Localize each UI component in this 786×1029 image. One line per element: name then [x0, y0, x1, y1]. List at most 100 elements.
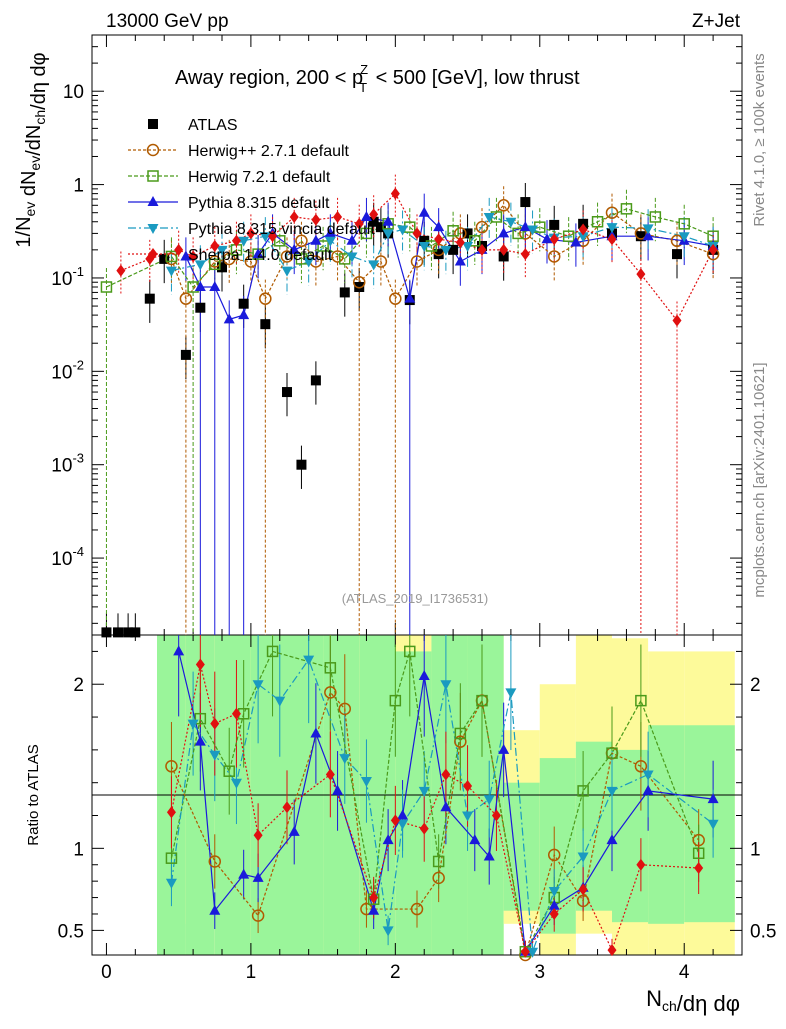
- herwig-7-2-1-default-ratio-point: [577, 785, 589, 797]
- pythia-8-315-vincia-default-point: [382, 229, 394, 240]
- pythia-8-315-default-point: [324, 227, 336, 238]
- pythia-8-315-vincia-default-ratio-point: [165, 878, 177, 889]
- atlas-point: [296, 459, 307, 470]
- pythia-8-315-vincia-default-ratio-point: [483, 795, 495, 806]
- ratio-y-axis-label: Ratio to ATLAS: [25, 744, 42, 845]
- ratio-y-tick-label-right: 0.5: [750, 921, 776, 942]
- legend: ATLAS Herwig++ 2.7.1 default Herwig 7.2.1 …: [128, 117, 375, 264]
- herwig-2-7-1-default-line: [170, 204, 714, 301]
- herwig-2-7-1-default-point: [331, 250, 344, 263]
- herwig-7-2-1-default-ratio-point: [635, 694, 647, 707]
- herwig-2-7-1-default-point: [259, 292, 272, 305]
- pythia-8-315-default-ratio-point: [173, 645, 185, 656]
- pythia-8-315-default-ratio-point: [469, 834, 481, 845]
- herwig-7-2-1-default-point: [339, 253, 351, 265]
- sherpa-1-4-0-default-point: [549, 233, 559, 246]
- pythia-8-315-vincia-default-ratio-point: [274, 696, 286, 707]
- herwig-2-7-1-default-point: [280, 250, 294, 263]
- x-tick-label: 4: [679, 962, 690, 983]
- pythia-8-315-default-point: [541, 233, 553, 244]
- pythia-8-315-default-ratio-point: [397, 809, 409, 820]
- herwig-7-2-1-default-ratio-point: [454, 727, 467, 740]
- sherpa-1-4-0-default-point: [174, 243, 184, 256]
- sherpa-1-4-0-default-point: [390, 187, 400, 200]
- sherpa-1-4-0-default-ratio-point: [694, 862, 704, 875]
- herwig-2-7-1-default-point: [179, 292, 193, 305]
- pythia-8-315-default-ratio-point: [288, 825, 300, 836]
- atlas-point: [433, 249, 444, 260]
- herwig-2-7-1-default-point: [497, 199, 510, 212]
- legend-entry: Pythia 8.315 default: [188, 195, 330, 212]
- atlas-point: [368, 216, 379, 227]
- herwig-7-2-1-default-ratio-point: [266, 645, 279, 658]
- herwig-2-7-1-default-ratio-line: [170, 691, 700, 956]
- atlas-point: [130, 627, 141, 638]
- atlas-point: [180, 349, 191, 360]
- ratio-y-tick-label: 1: [73, 839, 84, 860]
- herwig-2-7-1-default-ratio-point: [454, 735, 467, 748]
- sherpa-1-4-0-default-point: [578, 223, 588, 236]
- band-green: [612, 749, 649, 923]
- atlas-point: [375, 222, 386, 233]
- herwig-7-2-1-default-point: [678, 218, 690, 230]
- pythia-8-315-vincia-default-ratio-point: [360, 777, 372, 788]
- sherpa-1-4-0-default-ratio-point: [578, 883, 588, 896]
- sherpa-1-4-0-default-point: [520, 248, 530, 261]
- pythia-8-315-default-ratio-point: [252, 871, 264, 882]
- pythia-8-315-default-point: [570, 236, 582, 247]
- herwig-2-7-1-default-point: [410, 255, 424, 268]
- pythia-8-315-default-ratio-point: [238, 868, 250, 879]
- pythia-8-315-vincia-default-point: [238, 236, 250, 247]
- herwig-2-7-1-default-ratio-point: [324, 686, 337, 699]
- atlas-point: [260, 319, 271, 330]
- herwig-7-2-1-default-ratio-point: [606, 747, 618, 759]
- pythia-8-315-default-ratio-point: [332, 784, 344, 795]
- sherpa-1-4-0-default-ratio-point: [210, 717, 220, 730]
- axis-ticks: 0 1 2 3 4 10 1 10-1 10-2 10-3 10-4 2 2 1 1 0.5 0.5: [51, 34, 776, 983]
- sherpa-1-4-0-default-point: [477, 243, 487, 256]
- pythia-8-315-default-point: [433, 221, 445, 232]
- pythia-8-315-default-point: [498, 227, 510, 238]
- sherpa-1-4-0-default-point: [354, 217, 364, 230]
- pythia-8-315-default-point: [223, 313, 235, 324]
- x-tick-label: 0: [101, 962, 112, 983]
- pythia-8-315-vincia-default-ratio-point: [418, 786, 430, 797]
- sherpa-1-4-0-default-ratio-point: [636, 858, 646, 871]
- main-y-axis-label: 1/Nev dNev/dNch/dη dφ: [13, 52, 50, 247]
- pythia-8-315-vincia-default-ratio-point: [230, 778, 242, 789]
- pythia-8-315-default-ratio-line: [178, 651, 714, 954]
- herwig-7-2-1-default-point: [469, 235, 481, 247]
- pythia-8-315-vincia-default-point: [324, 236, 336, 247]
- herwig-7-2-1-default-point: [209, 258, 221, 271]
- herwig-2-7-1-default-point: [352, 275, 366, 289]
- herwig-7-2-1-default-ratio-point: [194, 712, 207, 725]
- sherpa-1-4-0-default-ratio-point: [231, 707, 241, 720]
- herwig-2-7-1-default-ratio-point: [432, 871, 445, 885]
- atlas-point: [419, 235, 430, 246]
- sherpa-1-4-0-default-ratio-point: [166, 806, 176, 819]
- herwig-2-7-1-default-ratio-point: [251, 909, 265, 922]
- herwig-7-2-1-default-point: [512, 227, 524, 240]
- pythia-8-315-default-point: [360, 210, 372, 221]
- herwig-2-7-1-default-point: [605, 206, 619, 219]
- legend-entry: ATLAS: [188, 117, 238, 134]
- pythia-8-315-vincia-default-ratio-point: [397, 819, 409, 830]
- pythia-8-315-default-ratio-point: [418, 670, 430, 681]
- herwig-7-2-1-default-point: [591, 215, 604, 228]
- legend-marker: [147, 224, 159, 234]
- pythia-8-315-vincia-default-point: [483, 212, 495, 223]
- herwig-7-2-1-default-ratio-line: [170, 650, 700, 954]
- herwig-7-2-1-default-point: [649, 211, 662, 223]
- pythia-8-315-vincia-default-point: [194, 260, 206, 271]
- atlas-point: [123, 627, 134, 638]
- sherpa-1-4-0-default-point: [231, 234, 241, 247]
- herwig-7-2-1-default-point: [100, 281, 113, 293]
- pythia-8-315-default-point: [288, 243, 300, 254]
- sherpa-1-4-0-default-ratio-point: [195, 658, 205, 671]
- atlas-point: [195, 302, 206, 313]
- pythia-8-315-vincia-default-point: [440, 245, 452, 256]
- y-tick-label: 10-2: [51, 357, 84, 383]
- pythia-8-315-vincia-default-ratio-point: [642, 770, 654, 781]
- atlas-point: [101, 627, 112, 638]
- atlas-point: [144, 293, 155, 304]
